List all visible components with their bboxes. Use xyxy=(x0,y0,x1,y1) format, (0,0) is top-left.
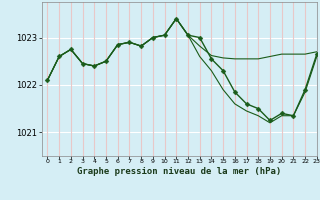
X-axis label: Graphe pression niveau de la mer (hPa): Graphe pression niveau de la mer (hPa) xyxy=(77,167,281,176)
